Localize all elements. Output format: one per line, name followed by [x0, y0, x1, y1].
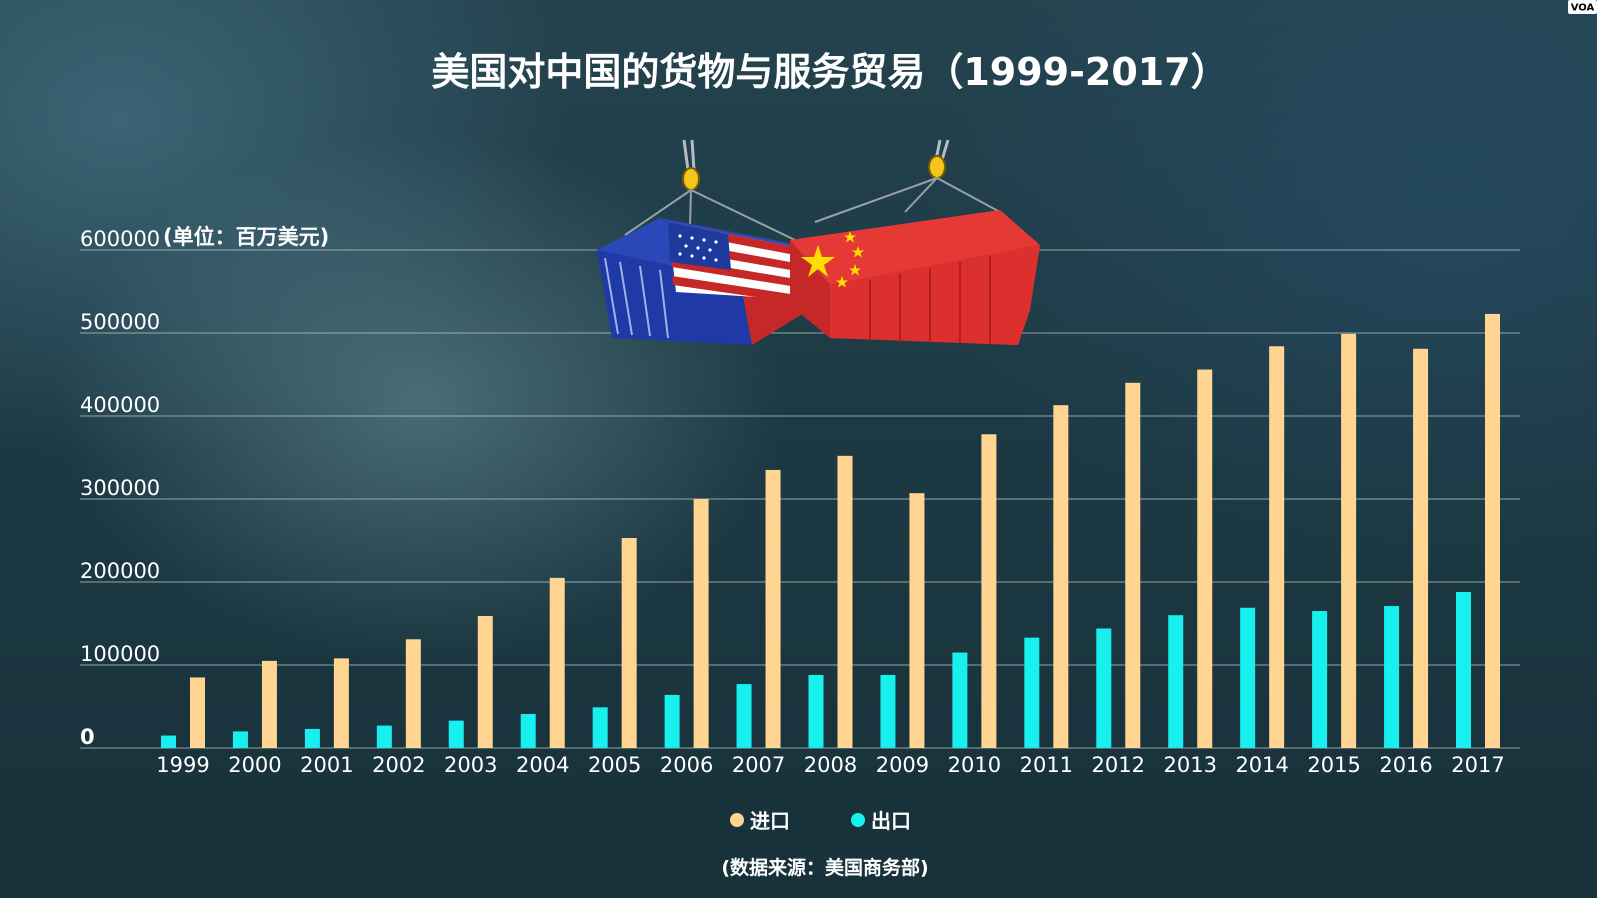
y-tick-label: 600000: [80, 227, 160, 251]
china-flag-container: [790, 210, 1040, 345]
y-tick-label: 500000: [80, 310, 160, 334]
bar-export-1999: [161, 735, 176, 748]
bar-export-2004: [520, 713, 536, 748]
bar-import-2014: [1269, 346, 1285, 748]
x-tick-label: 2002: [372, 753, 425, 777]
bar-export-2011: [1024, 637, 1040, 748]
y-tick-label: 400000: [80, 393, 160, 417]
x-tick-label: 2003: [444, 753, 497, 777]
bar-export-2001: [304, 728, 320, 748]
bar-import-1999: [190, 677, 205, 748]
x-tick-label: 2006: [660, 753, 713, 777]
x-tick-label: 2001: [300, 753, 353, 777]
data-source-note: (数据来源：美国商务部): [721, 856, 928, 879]
bar-export-2000: [232, 731, 248, 748]
bar-export-2003: [448, 720, 464, 748]
bar-import-2012: [1125, 382, 1141, 748]
bar-import-2010: [981, 434, 997, 748]
us-flag-container: [597, 218, 812, 345]
y-axis-unit-label: (单位：百万美元): [163, 225, 329, 249]
bar-import-2017: [1485, 313, 1500, 748]
bar-export-2017: [1456, 591, 1471, 748]
x-tick-label: 2016: [1379, 753, 1432, 777]
china-flag-stars: [801, 231, 864, 288]
y-tick-label: 0: [80, 725, 95, 749]
bar-import-2015: [1341, 333, 1357, 748]
us-flag-stripes: [668, 222, 805, 304]
bar-import-2016: [1413, 348, 1429, 748]
crane-hook-right: [814, 139, 1001, 223]
bar-export-2002: [376, 725, 392, 748]
bar-import-2008: [837, 455, 853, 748]
bar-export-2013: [1168, 615, 1184, 748]
y-tick-label: 100000: [80, 642, 160, 666]
x-tick-label: 2015: [1307, 753, 1360, 777]
legend-export-label: 出口: [871, 809, 911, 833]
bar-export-2009: [880, 674, 896, 748]
bar-export-2007: [736, 684, 752, 748]
x-tick-label: 2010: [948, 753, 1001, 777]
chart-title: 美国对中国的货物与服务贸易（1999-2017）: [431, 50, 1228, 94]
x-tick-label: 2008: [804, 753, 857, 777]
x-tick-label: 2007: [732, 753, 785, 777]
x-tick-label: 2014: [1235, 753, 1288, 777]
x-tick-label: 2013: [1163, 753, 1216, 777]
y-axis-ticks: 0 100000 200000 300000 400000 500000 600000: [80, 227, 160, 749]
x-tick-label: 2012: [1092, 753, 1145, 777]
bar-export-2015: [1312, 611, 1328, 748]
bar-export-2010: [952, 652, 968, 748]
bar-import-2007: [765, 469, 781, 748]
legend: 进口 出口: [730, 809, 911, 833]
bar-import-2006: [693, 499, 709, 748]
bar-export-2006: [664, 694, 680, 748]
bars: [161, 313, 1500, 748]
x-axis-ticks: 1999 2000 2001 2002 2003 2004 2005 2006 2007 2008…: [156, 753, 1504, 777]
x-tick-label: 2005: [588, 753, 641, 777]
x-tick-label: 2000: [228, 753, 281, 777]
voa-logo-text: VOA: [1571, 3, 1595, 14]
bar-export-2005: [592, 707, 608, 748]
bar-import-2013: [1197, 369, 1213, 748]
grid-lines: [80, 249, 1520, 749]
bar-import-2009: [909, 493, 925, 748]
y-tick-label: 200000: [80, 559, 160, 583]
bar-export-2016: [1384, 606, 1400, 748]
legend-export-marker: [851, 813, 865, 827]
voa-logo: VOA: [1568, 0, 1597, 14]
y-tick-label: 300000: [80, 476, 160, 500]
legend-import-label: 进口: [750, 809, 790, 833]
x-tick-label: 2004: [516, 753, 569, 777]
bar-import-2004: [549, 577, 565, 748]
bar-import-2005: [621, 538, 637, 748]
x-tick-label: 2017: [1451, 753, 1504, 777]
bar-export-2008: [808, 674, 824, 748]
bar-import-2011: [1053, 405, 1069, 748]
us-china-trade-containers-illustration: [597, 139, 1040, 345]
bar-export-2012: [1096, 628, 1112, 748]
bar-import-2001: [333, 658, 349, 748]
legend-import-marker: [730, 813, 744, 827]
bar-import-2003: [477, 616, 493, 748]
crane-hook-left: [624, 139, 796, 241]
x-tick-label: 2009: [876, 753, 929, 777]
bar-export-2014: [1240, 607, 1256, 748]
bar-import-2002: [405, 639, 421, 748]
bar-import-2000: [261, 660, 277, 748]
x-tick-label: 1999: [156, 753, 209, 777]
x-tick-label: 2011: [1020, 753, 1073, 777]
